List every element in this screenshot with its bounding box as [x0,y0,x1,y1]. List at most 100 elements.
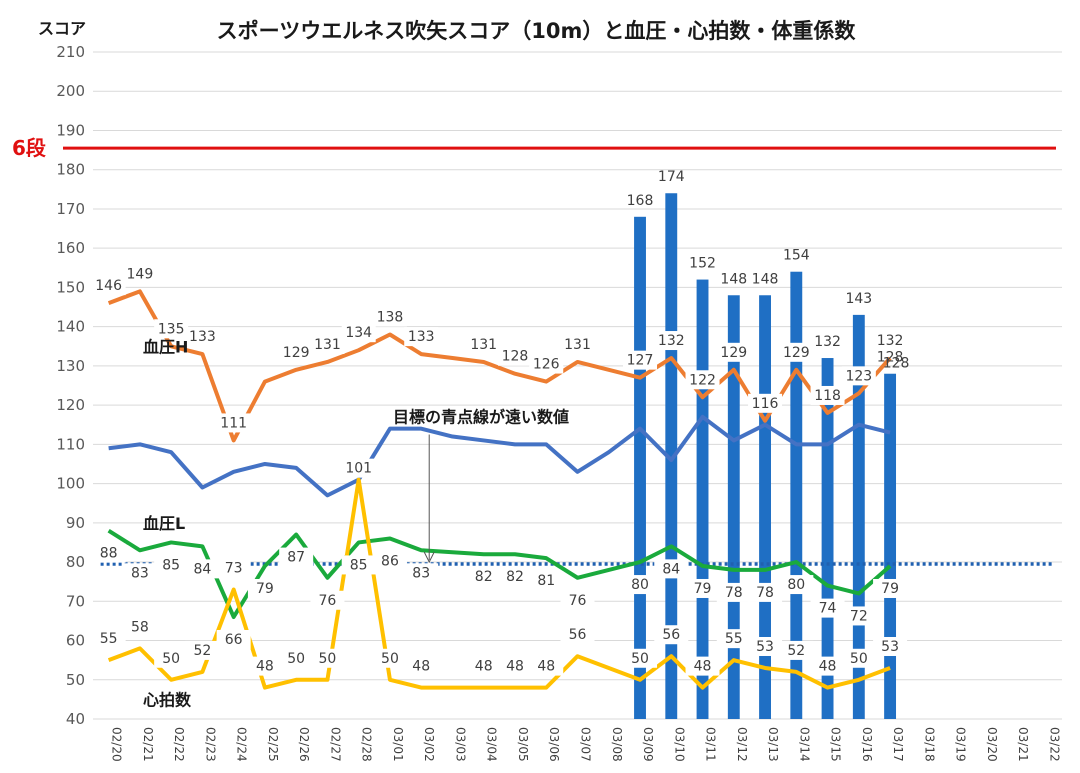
data-label-bg [216,629,251,649]
data-label: 52 [193,643,211,659]
annotation-arrowhead [423,551,435,564]
data-label: 149 [127,266,154,282]
x-tick-label: 03/11 [704,727,718,762]
y-tick-label: 160 [56,239,85,257]
data-label: 78 [725,585,743,601]
data-label-bg [716,342,751,362]
y-tick-label: 100 [56,475,85,493]
data-label: 80 [787,577,805,593]
x-tick-label: 03/14 [797,727,811,762]
data-label: 88 [100,546,118,562]
data-label: 127 [627,353,654,369]
data-label-bg [404,327,439,347]
chart-title: スポーツウエルネス吹矢スコア（10m）と血圧・心拍数・体重係数 [217,19,857,43]
data-label-bg [122,563,157,583]
data-label-bg [779,575,814,595]
data-label-bg [310,648,345,668]
data-label: 48 [537,659,555,675]
data-label: 131 [564,337,591,353]
data-label-bg [216,558,251,578]
x-tick-label: 03/09 [641,727,655,762]
data-label-bg [497,567,532,587]
bar-value-label: 154 [783,248,810,264]
x-tick-label: 03/20 [985,727,999,762]
data-label-bg [748,636,783,656]
data-label-bg [466,334,501,354]
y-tick-label: 200 [56,82,85,100]
x-tick-label: 03/10 [672,727,686,762]
data-label-bg [623,648,658,668]
bar-value-label: 174 [658,169,685,185]
data-label: 123 [845,368,872,384]
data-label: 146 [95,278,122,294]
bar-value-label: 143 [845,291,872,307]
data-label: 79 [694,581,712,597]
annotation: 目標の青点線が遠い数値 [393,408,569,564]
data-label-bg [654,625,689,645]
data-label: 101 [345,461,372,477]
data-label-bg [372,648,407,668]
data-label-bg [779,640,814,660]
data-label: 132 [877,333,904,349]
x-tick-label: 03/22 [1047,727,1061,762]
bar-value-label: 132 [814,334,841,350]
x-tick-label: 03/02 [422,727,436,762]
data-label-bg [404,656,439,676]
x-tick-label: 03/21 [1016,727,1030,762]
data-label-bg [529,354,564,374]
data-label-bg [404,563,439,583]
x-tick-label: 02/28 [360,727,374,762]
data-label: 48 [256,659,274,675]
x-axis: 02/20 02/21 02/22 02/23 02/24 02/25 02/26 02/27… [110,727,1062,762]
bar [790,271,803,719]
data-label: 118 [814,388,841,404]
y-tick-label: 190 [56,121,85,139]
series-name-label: 血圧H [143,337,188,356]
data-label: 58 [131,619,149,635]
x-tick-label: 03/05 [516,727,530,762]
y-tick-label: 60 [66,632,85,650]
data-label-bg [560,590,595,610]
y-tick-label: 70 [66,592,85,610]
data-label-bg [341,555,376,575]
bar [852,314,865,719]
data-label: 72 [850,608,868,624]
data-label: 48 [506,659,524,675]
data-label-bg [873,331,908,351]
reference-lines: 6段 [12,136,1056,566]
data-label: 76 [569,593,587,609]
data-label: 50 [319,651,337,667]
annotation-text: 目標の青点線が遠い数値 [393,408,569,427]
data-label: 111 [220,415,247,431]
data-label: 122 [689,372,716,388]
data-label: 134 [345,325,372,341]
bars [634,193,897,719]
y-tick-label: 120 [56,396,85,414]
data-label-bg [810,656,845,676]
data-label-bg [122,264,157,284]
bar [884,373,897,719]
y-tick-label: 50 [66,671,85,689]
series-name-label: 血圧L [143,514,185,533]
data-label-bg [841,366,876,386]
data-label-bg [341,458,376,478]
y-tick-label: 130 [56,357,85,375]
data-label: 116 [752,396,779,412]
data-label: 53 [881,639,899,655]
x-tick-label: 03/18 [922,727,936,762]
data-label-bg [748,582,783,602]
x-tick-label: 03/13 [766,727,780,762]
data-label: 129 [783,345,810,361]
x-tick-label: 03/03 [453,727,467,762]
data-label-bg [216,413,251,433]
data-label-bg [466,656,501,676]
data-label: 66 [225,632,243,648]
y-tick-label: 180 [56,161,85,179]
bar-value-label: 128 [877,350,904,366]
data-label: 48 [819,659,837,675]
data-label: 50 [162,651,180,667]
data-label-bg [341,323,376,343]
data-label: 135 [158,321,185,337]
data-label-bg [497,346,532,366]
data-label-bg [841,648,876,668]
